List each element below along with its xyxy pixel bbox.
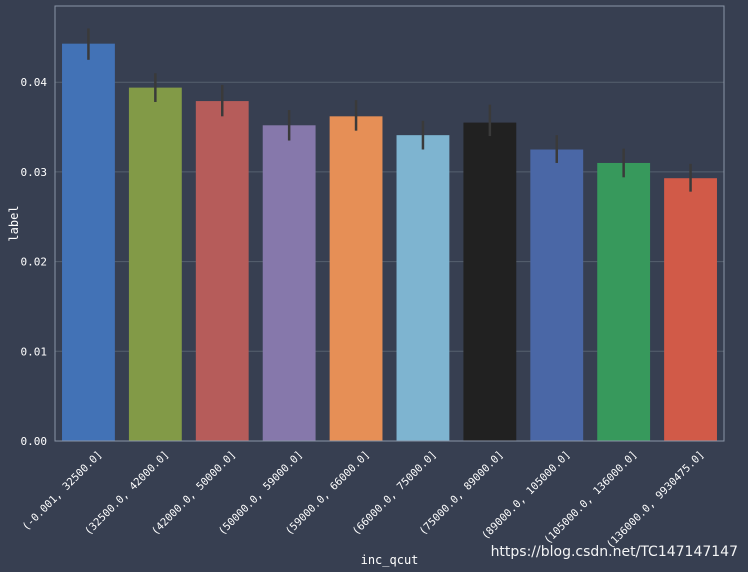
error-bars: [87, 28, 692, 192]
bar: [463, 122, 517, 442]
y-tick-label: 0.00: [21, 435, 48, 448]
bars: [62, 43, 717, 442]
axes-frame: [54, 5, 725, 442]
y-axis-label: label: [7, 205, 21, 241]
bar: [664, 178, 717, 442]
y-tick-label: 0.03: [21, 166, 48, 179]
bar: [262, 125, 316, 441]
bar: [329, 116, 383, 442]
bar: [62, 43, 115, 441]
y-tick-label: 0.04: [21, 76, 48, 89]
y-tick-label: 0.01: [21, 345, 48, 358]
y-tick-label: 0.02: [21, 256, 48, 269]
x-axis-label: inc_qcut: [361, 553, 419, 567]
bar: [128, 87, 182, 441]
bar: [195, 101, 249, 441]
bar: [530, 149, 584, 441]
y-tick-labels: 0.00 0.01 0.02 0.03 0.04: [21, 76, 48, 448]
watermark: https://blog.csdn.net/TC147147147: [490, 544, 738, 560]
bar: [396, 135, 450, 441]
x-tick-labels: (-0.001, 32500.0](32500.0, 42000.0](4200…: [20, 449, 707, 551]
bar: [597, 162, 651, 442]
